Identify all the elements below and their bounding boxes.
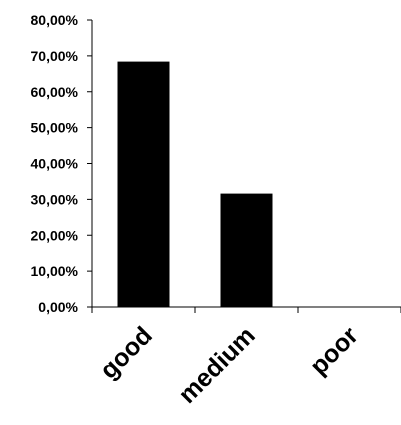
x-category-label: medium [173,321,261,409]
y-tick-label: 60,00% [31,84,79,100]
y-tick-label: 30,00% [31,191,79,207]
y-tick-label: 70,00% [31,48,79,64]
y-tick-label: 0,00% [38,299,78,315]
bar-good [117,61,170,307]
y-axis: 0,00% 10,00% 20,00% 30,00% 40,00% 50,00% 60,00… [31,12,93,315]
y-tick-label: 50,00% [31,120,79,136]
bar-medium [220,193,273,307]
y-tick-label: 40,00% [31,156,79,172]
y-tick-label: 10,00% [31,263,79,279]
bars-group [117,61,273,307]
x-axis: good medium poor [91,306,401,409]
x-category-label: good [95,321,158,384]
y-tick-label: 80,00% [31,12,79,28]
y-tick-label: 20,00% [31,227,79,243]
x-category-label: poor [305,321,364,380]
